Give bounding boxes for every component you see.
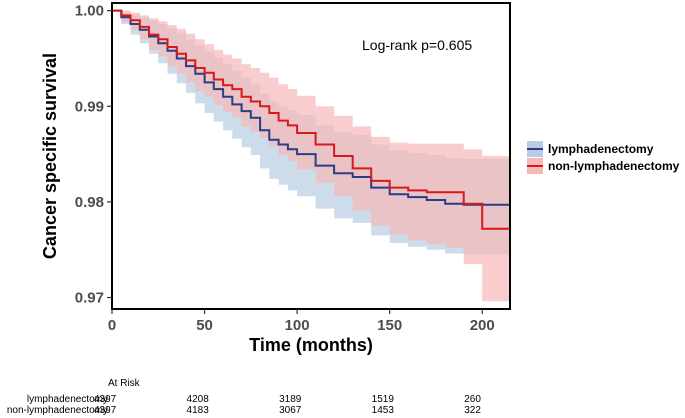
legend: lymphadenectomy non-lymphadenectomy: [527, 141, 680, 174]
risk-count-lymphadenectomy: 4208: [187, 394, 210, 405]
risk-row-label-lymphadenectomy: lymphadenectomy: [27, 394, 108, 405]
risk-table-header: At Risk: [108, 378, 141, 389]
axis-ticks: 0 50 100 150 200 0.97 0.98 0.99 1.00: [75, 3, 495, 334]
risk-count-lymphadenectomy: 260: [464, 394, 481, 405]
risk-count-lymphadenectomy: 3189: [279, 394, 302, 405]
y-axis-title: Cancer specific survival: [40, 53, 60, 259]
confidence-bands: [112, 10, 510, 302]
x-tick-label: 50: [196, 317, 213, 334]
risk-count-non-lymphadenectomy: 322: [464, 405, 481, 416]
y-tick-label: 1.00: [75, 3, 104, 20]
x-tick-label: 200: [470, 317, 495, 334]
risk-count-non-lymphadenectomy: 1453: [372, 405, 395, 416]
legend-label-lymphadenectomy: lymphadenectomy: [548, 142, 654, 156]
x-tick-label: 0: [108, 317, 116, 334]
survival-line-lymphadenectomy: [112, 9, 510, 206]
logrank-annotation: Log-rank p=0.605: [362, 37, 472, 53]
survival-line-non-lymphadenectomy: [112, 9, 510, 230]
plot-frame: [111, 2, 511, 310]
risk-count-non-lymphadenectomy: 3067: [279, 405, 302, 416]
x-tick-label: 150: [377, 317, 402, 334]
survival-curves: [112, 9, 510, 230]
y-tick-label: 0.97: [75, 290, 104, 307]
legend-label-non-lymphadenectomy: non-lymphadenectomy: [548, 159, 680, 173]
y-tick-label: 0.99: [75, 98, 104, 115]
risk-counts: 4397 4208 3189 1519 260 4397 4183 3067 1453 322: [94, 394, 481, 416]
risk-count-non-lymphadenectomy: 4397: [94, 405, 117, 416]
y-tick-label: 0.98: [75, 194, 104, 211]
risk-count-lymphadenectomy: 1519: [372, 394, 395, 405]
risk-count-lymphadenectomy: 4397: [94, 394, 117, 405]
ci-band-non-lymphadenectomy: [112, 10, 510, 302]
risk-table: At Risk lymphadenectomy non-lymphadenect…: [7, 378, 482, 416]
risk-count-non-lymphadenectomy: 4183: [187, 405, 210, 416]
x-tick-label: 100: [285, 317, 310, 334]
risk-row-label-non-lymphadenectomy: non-lymphadenectomy: [7, 405, 108, 416]
x-axis-title: Time (months): [249, 335, 373, 355]
